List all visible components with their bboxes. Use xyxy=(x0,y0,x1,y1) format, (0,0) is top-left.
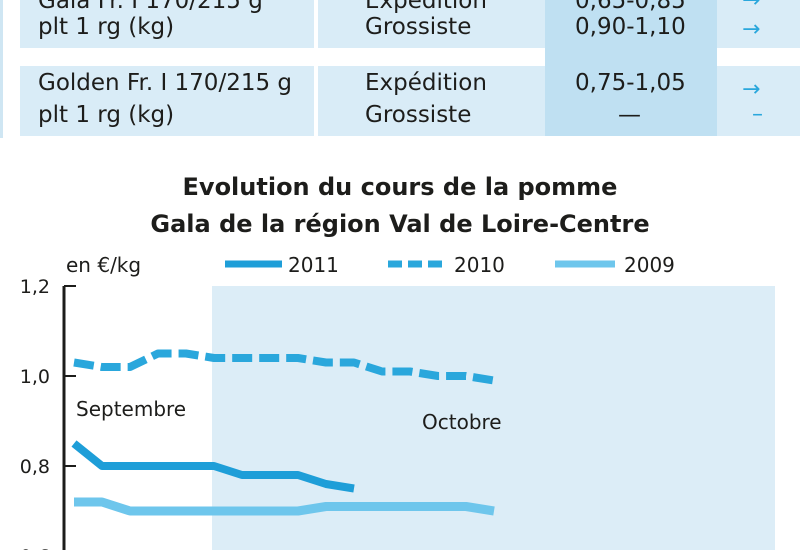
y-tick-label: 0,6 xyxy=(20,546,50,550)
series-layer xyxy=(71,349,495,516)
trend-arrow-icon: → xyxy=(742,17,761,42)
product-name: Gala Fr. I 170/215 g xyxy=(38,0,263,14)
price-range: — xyxy=(618,102,641,128)
market-stage: Grossiste xyxy=(365,102,472,128)
legend-label-2010: 2010 xyxy=(454,253,505,277)
price-range: 0,75-1,05 xyxy=(575,70,686,96)
chart-title-line-1: Evolution du cours de la pomme xyxy=(182,173,618,201)
market-stage: Expédition xyxy=(365,70,487,96)
series-line-2009 xyxy=(74,497,495,516)
product-packaging: plt 1 rg (kg) xyxy=(38,14,175,40)
column-separator xyxy=(314,0,318,136)
legend-label-2009: 2009 xyxy=(624,253,675,277)
trend-dash-icon: – xyxy=(752,102,763,127)
product-packaging: plt 1 rg (kg) xyxy=(38,102,175,128)
market-stage: Grossiste xyxy=(365,14,472,40)
series-line-2010 xyxy=(73,349,495,385)
period-label-october: Octobre xyxy=(422,410,502,434)
legend: 2011 2010 2009 xyxy=(225,253,675,277)
trend-arrow-icon: → xyxy=(742,0,761,13)
y-tick-label: 1,0 xyxy=(20,366,50,388)
series-line-2011 xyxy=(71,440,355,493)
trend-arrow-icon: → xyxy=(742,77,761,102)
price-table: Gala Fr. I 170/215 g plt 1 rg (kg) Expéd… xyxy=(0,0,800,140)
y-tick-label: 0,8 xyxy=(20,456,50,478)
price-column-band xyxy=(545,0,717,136)
price-range: 0,65-0,85 xyxy=(575,0,686,14)
table-left-rule xyxy=(0,0,3,138)
y-axis-unit: en €/kg xyxy=(66,253,141,277)
market-stage: Expédition xyxy=(365,0,487,14)
y-tick-label: 1,2 xyxy=(20,276,50,298)
price-range: 0,90-1,10 xyxy=(575,14,686,40)
legend-label-2011: 2011 xyxy=(288,253,339,277)
period-label-september: Septembre xyxy=(76,397,186,421)
chart-title-line-2: Gala de la région Val de Loire-Centre xyxy=(150,210,650,238)
y-axis-ticks: 1,2 1,0 0,8 0,6 xyxy=(20,276,76,550)
price-chart: Evolution du cours de la pomme Gala de l… xyxy=(0,160,800,550)
chart-canvas: 1,2 1,0 0,8 0,6 en €/kg 2011 2010 2009 Sept… xyxy=(20,253,775,550)
product-name: Golden Fr. I 170/215 g xyxy=(38,70,292,96)
